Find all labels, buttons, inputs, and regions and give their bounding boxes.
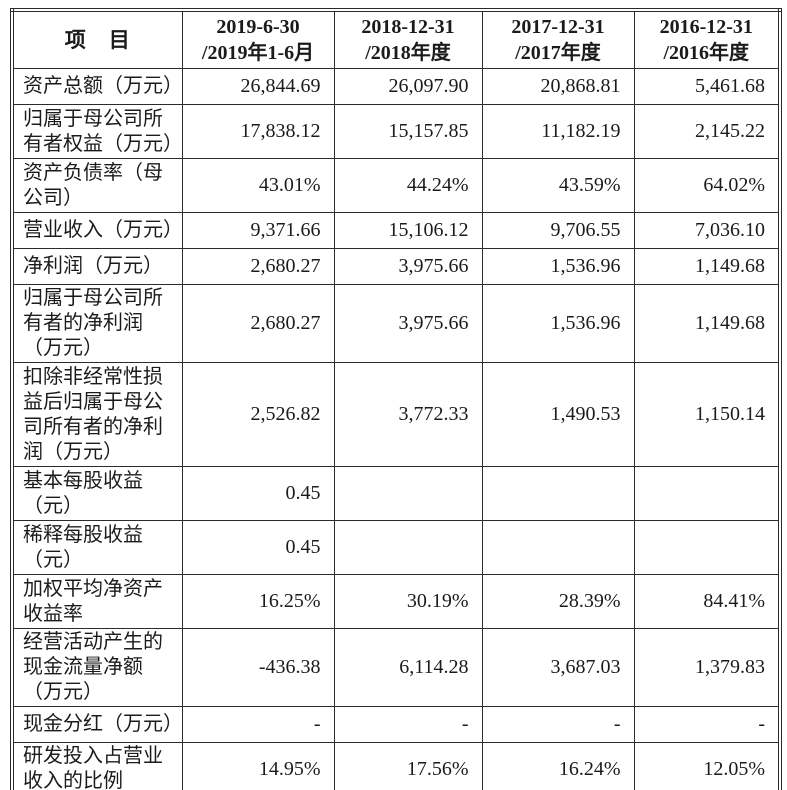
row-value-cell: 3,975.66: [333, 284, 483, 363]
row-value-cell: 2,680.27: [181, 284, 335, 363]
row-value-cell: [333, 466, 483, 521]
row-value-cell: 1,149.68: [633, 284, 781, 363]
row-value-cell: 2,526.82: [181, 362, 335, 467]
table-row: 研发投入占营业 收入的比例 14.95% 17.56% 16.24% 12.05%: [11, 742, 781, 790]
row-item-label: 净利润（万元）: [11, 248, 183, 285]
column-header-item: 项 目: [11, 9, 183, 69]
row-value-cell: 9,706.55: [481, 212, 635, 249]
table-row: 归属于母公司所 有者权益（万元） 17,838.12 15,157.85 11,182…: [11, 104, 781, 159]
row-item-label: 扣除非经常性损 益后归属于母公 司所有者的净利 润（万元）: [11, 362, 183, 467]
table-body: 资产总额（万元） 26,844.69 26,097.90 20,868.81 5,461…: [11, 68, 781, 790]
row-value-cell: 3,772.33: [333, 362, 483, 467]
row-value-cell: [633, 466, 781, 521]
row-item-label: 加权平均净资产 收益率: [11, 574, 183, 629]
row-value-cell: 84.41%: [633, 574, 781, 629]
row-value-cell: 20,868.81: [481, 68, 635, 105]
table-header: 项 目 2019-6-30 /2019年1-6月 2018-12-31 /201…: [11, 9, 781, 69]
row-item-label: 资产负债率（母 公司）: [11, 158, 183, 213]
row-value-cell: 1,536.96: [481, 248, 635, 285]
row-value-cell: 15,106.12: [333, 212, 483, 249]
row-value-cell: 12.05%: [633, 742, 781, 790]
table-row: 现金分红（万元） - - - -: [11, 706, 781, 743]
table-row: 基本每股收益 （元） 0.45: [11, 466, 781, 521]
row-value-cell: [481, 520, 635, 575]
row-value-cell: 6,114.28: [333, 628, 483, 707]
row-value-cell: 64.02%: [633, 158, 781, 213]
table-row: 资产总额（万元） 26,844.69 26,097.90 20,868.81 5,461…: [11, 68, 781, 105]
row-value-cell: -: [333, 706, 483, 743]
row-value-cell: 2,145.22: [633, 104, 781, 159]
row-value-cell: 5,461.68: [633, 68, 781, 105]
row-value-cell: 3,975.66: [333, 248, 483, 285]
header-row: 项 目 2019-6-30 /2019年1-6月 2018-12-31 /201…: [11, 9, 781, 69]
row-value-cell: 17,838.12: [181, 104, 335, 159]
row-value-cell: 44.24%: [333, 158, 483, 213]
row-value-cell: 14.95%: [181, 742, 335, 790]
row-value-cell: 1,490.53: [481, 362, 635, 467]
row-item-label: 基本每股收益 （元）: [11, 466, 183, 521]
column-header-2016: 2016-12-31 /2016年度: [633, 9, 781, 69]
row-item-label: 研发投入占营业 收入的比例: [11, 742, 183, 790]
table-row: 营业收入（万元） 9,371.66 15,106.12 9,706.55 7,036.1…: [11, 212, 781, 249]
row-item-label: 资产总额（万元）: [11, 68, 183, 105]
row-item-label: 营业收入（万元）: [11, 212, 183, 249]
column-header-2017: 2017-12-31 /2017年度: [481, 9, 635, 69]
row-value-cell: 7,036.10: [633, 212, 781, 249]
row-value-cell: 1,149.68: [633, 248, 781, 285]
row-value-cell: 43.59%: [481, 158, 635, 213]
column-header-2019: 2019-6-30 /2019年1-6月: [181, 9, 335, 69]
row-value-cell: 28.39%: [481, 574, 635, 629]
row-value-cell: -: [633, 706, 781, 743]
row-value-cell: 9,371.66: [181, 212, 335, 249]
row-value-cell: -436.38: [181, 628, 335, 707]
table-row: 经营活动产生的 现金流量净额 （万元） -436.38 6,114.28 3,687.…: [11, 628, 781, 707]
row-value-cell: 43.01%: [181, 158, 335, 213]
row-value-cell: [481, 466, 635, 521]
table-row: 扣除非经常性损 益后归属于母公 司所有者的净利 润（万元） 2,526.82 3,7…: [11, 362, 781, 467]
row-value-cell: [633, 520, 781, 575]
row-value-cell: 30.19%: [333, 574, 483, 629]
row-value-cell: 26,844.69: [181, 68, 335, 105]
row-value-cell: 3,687.03: [481, 628, 635, 707]
row-value-cell: 16.25%: [181, 574, 335, 629]
row-item-label: 归属于母公司所 有者的净利润 （万元）: [11, 284, 183, 363]
row-item-label: 归属于母公司所 有者权益（万元）: [11, 104, 183, 159]
column-header-2018: 2018-12-31 /2018年度: [333, 9, 483, 69]
row-value-cell: 17.56%: [333, 742, 483, 790]
table-row: 净利润（万元） 2,680.27 3,975.66 1,536.96 1,149.68: [11, 248, 781, 285]
row-value-cell: 26,097.90: [333, 68, 483, 105]
row-value-cell: 1,536.96: [481, 284, 635, 363]
row-value-cell: 0.45: [181, 520, 335, 575]
row-value-cell: 1,150.14: [633, 362, 781, 467]
table-row: 稀释每股收益 （元） 0.45: [11, 520, 781, 575]
table-row: 归属于母公司所 有者的净利润 （万元） 2,680.27 3,975.66 1,536…: [11, 284, 781, 363]
row-value-cell: 0.45: [181, 466, 335, 521]
financial-summary-table: 项 目 2019-6-30 /2019年1-6月 2018-12-31 /201…: [10, 8, 782, 790]
row-value-cell: 1,379.83: [633, 628, 781, 707]
row-item-label: 现金分红（万元）: [11, 706, 183, 743]
table-row: 资产负债率（母 公司） 43.01% 44.24% 43.59% 64.02%: [11, 158, 781, 213]
row-value-cell: -: [181, 706, 335, 743]
row-value-cell: 15,157.85: [333, 104, 483, 159]
row-value-cell: 2,680.27: [181, 248, 335, 285]
row-value-cell: -: [481, 706, 635, 743]
table-row: 加权平均净资产 收益率 16.25% 30.19% 28.39% 84.41%: [11, 574, 781, 629]
row-value-cell: 16.24%: [481, 742, 635, 790]
row-value-cell: [333, 520, 483, 575]
row-item-label: 稀释每股收益 （元）: [11, 520, 183, 575]
row-value-cell: 11,182.19: [481, 104, 635, 159]
row-item-label: 经营活动产生的 现金流量净额 （万元）: [11, 628, 183, 707]
